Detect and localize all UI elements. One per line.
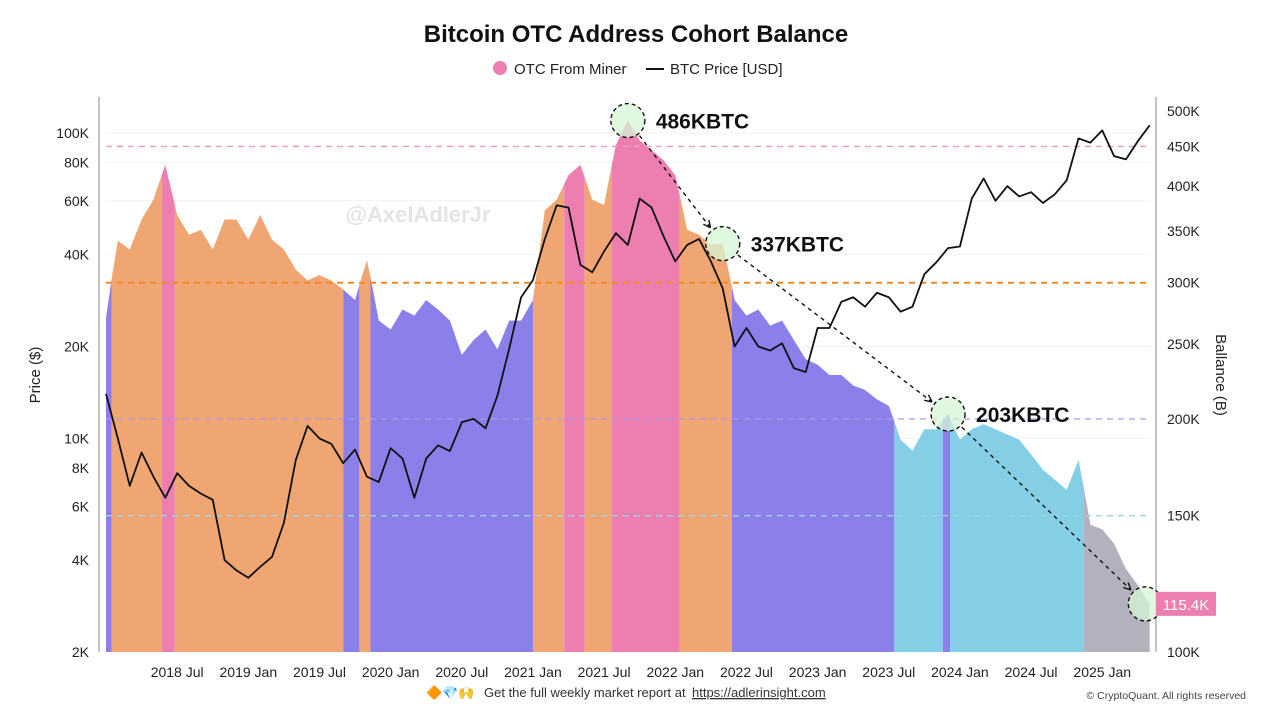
- balance-area-segment-11: [679, 194, 732, 652]
- annotation-arrow: [638, 135, 712, 229]
- balance-area-segment-12: [731, 285, 895, 652]
- x-tick-label: 2018 Jul: [151, 664, 204, 680]
- left-axis-label: Price ($): [27, 347, 44, 404]
- x-tick-label: 2023 Jan: [789, 664, 847, 680]
- left-tick-label: 8K: [72, 460, 90, 476]
- balance-area-segment-6: [370, 277, 533, 652]
- x-tick-label: 2025 Jan: [1073, 664, 1131, 680]
- x-tick-label: 2020 Jan: [362, 664, 420, 680]
- arrow-head: [924, 394, 933, 403]
- right-tick-label: 150K: [1167, 508, 1200, 524]
- x-tick-label: 2022 Jan: [646, 664, 704, 680]
- annotation-label: 486KBTC: [656, 111, 749, 134]
- annotation-label: 203KBTC: [976, 404, 1069, 427]
- watermark: @AxelAdlerJr: [346, 202, 491, 227]
- last-value-badge: [1156, 591, 1216, 616]
- x-tick-label: 2022 Jul: [720, 664, 773, 680]
- footer-link[interactable]: https://adlerinsight.com: [692, 685, 826, 700]
- annotation-circle: [610, 102, 646, 139]
- balance-area-segment-14: [942, 413, 951, 652]
- right-tick-label: 500K: [1167, 103, 1200, 119]
- legend: OTC From Miner BTC Price [USD]: [493, 61, 783, 78]
- left-tick-label: 6K: [72, 498, 90, 514]
- left-tick-label: 40K: [64, 247, 90, 263]
- balance-area-segment-8: [564, 164, 585, 652]
- balance-area-segment-1: [111, 174, 162, 652]
- x-tick-label: 2019 Jul: [293, 664, 346, 680]
- arrow-head: [1123, 582, 1132, 591]
- legend-marker-otc-from-miner: [493, 61, 507, 75]
- left-tick-label: 60K: [64, 193, 90, 209]
- x-tick-label: 2021 Jul: [578, 664, 631, 680]
- annotation-circle: [930, 396, 966, 432]
- left-tick-label: 100K: [56, 125, 89, 141]
- left-tick-label: 10K: [64, 431, 90, 447]
- x-tick-label: 2024 Jan: [931, 664, 989, 680]
- balance-area-segment-4: [343, 284, 360, 652]
- x-tick-label: 2019 Jan: [220, 664, 278, 680]
- balance-area-segment-9: [584, 165, 612, 653]
- x-tick-label: 2020 Jul: [435, 664, 488, 680]
- left-tick-label: 20K: [64, 339, 90, 355]
- right-tick-label: 200K: [1167, 411, 1200, 427]
- balance-area-segment-3: [174, 204, 344, 653]
- annotation-label: 337KBTC: [751, 234, 844, 257]
- footer-text: Get the full weekly market report at: [484, 685, 686, 700]
- balance-area-segment-10: [611, 120, 680, 653]
- x-tick-label: 2021 Jan: [504, 664, 562, 680]
- x-tick-label: 2023 Jul: [862, 664, 915, 680]
- footer-emojis: 🔶💎🙌: [426, 685, 475, 700]
- right-tick-label: 250K: [1167, 336, 1200, 352]
- annotation-arrow: [737, 254, 933, 403]
- balance-area-segment-2: [161, 164, 175, 652]
- right-tick-label: 350K: [1167, 223, 1200, 239]
- chart-title: Bitcoin OTC Address Cohort Balance: [424, 21, 849, 48]
- right-tick-label: 400K: [1167, 178, 1200, 194]
- footer: 🔶💎🙌 Get the full weekly market report at…: [426, 685, 1246, 702]
- last-value-badge-label: 115.4K: [1163, 597, 1209, 614]
- right-tick-label: 100K: [1167, 644, 1200, 660]
- right-axis-label: Ballance (B): [1212, 334, 1229, 416]
- arrow-head: [703, 219, 712, 229]
- right-tick-label: 450K: [1167, 138, 1200, 154]
- legend-label-btc-price: BTC Price [USD]: [670, 61, 783, 78]
- balance-area-segment-5: [359, 259, 371, 652]
- x-tick-label: 2024 Jul: [1005, 664, 1058, 680]
- left-tick-label: 80K: [64, 155, 90, 171]
- left-tick-label: 2K: [72, 644, 90, 660]
- annotation-arrow: [961, 426, 1132, 591]
- balance-area-segment-15: [950, 418, 1085, 652]
- left-tick-label: 4K: [72, 552, 90, 568]
- balance-area-segment-0: [106, 279, 112, 652]
- balance-area-segment-16: [1084, 488, 1150, 652]
- annotation-circle: [705, 225, 741, 262]
- copyright: © CryptoQuant. All rights reserved: [1087, 690, 1247, 702]
- legend-label-otc-from-miner: OTC From Miner: [514, 61, 627, 78]
- right-tick-label: 300K: [1167, 275, 1200, 291]
- btc-price-line: [105, 124, 1151, 579]
- balance-area-segment-7: [532, 184, 565, 652]
- balance-area-segment-13: [894, 420, 943, 652]
